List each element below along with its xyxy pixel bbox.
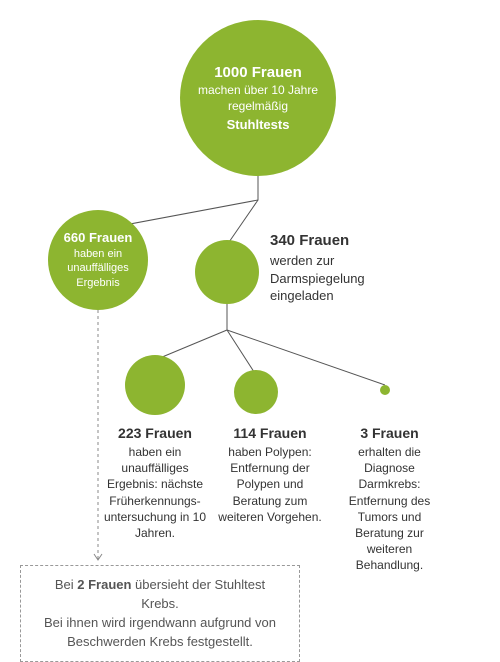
footnote-box: Bei 2 Frauen übersieht der Stuhltest Kre… [20,565,300,662]
node-3-title: 3 Frauen [332,425,447,441]
node-223-desc: haben ein unauffälliges Ergebnis: nächst… [99,444,211,541]
footnote-line2: Bei ihnen wird irgendwann aufgrund von [44,615,276,630]
node-114-label: 114 Frauen haben Polypen: Entfernung der… [215,425,325,525]
node-root-tail: Stuhltests [227,117,290,132]
node-3 [380,385,390,395]
node-223-title: 223 Frauen [99,425,211,441]
node-340-desc: werden zur Darmspiegelung eingeladen [270,252,400,305]
node-223 [125,355,185,415]
footnote-line1b: 2 Frauen [77,577,131,592]
footnote-line1a: Bei [55,577,77,592]
node-114 [234,370,278,414]
node-root-title: 1000 Frauen [214,64,302,81]
footnote-line1c: übersieht der Stuhltest Krebs. [131,577,265,611]
node-223-label: 223 Frauen haben ein unauffälliges Ergeb… [99,425,211,541]
diagram-canvas: 1000 Frauen machen über 10 Jahre regelmä… [0,0,500,640]
node-660-label: 660 Frauen haben ein unauffälliges Ergeb… [48,210,148,310]
node-340-title: 340 Frauen [270,232,400,249]
node-660-title: 660 Frauen [64,230,133,245]
node-3-label: 3 Frauen erhalten die Diagnose Darmkrebs… [332,425,447,574]
node-root-label: 1000 Frauen machen über 10 Jahre regelmä… [180,20,336,176]
node-660-desc: haben ein unauffälliges Ergebnis [56,247,140,290]
node-3-desc: erhalten die Diagnose Darmkrebs: Entfern… [332,444,447,574]
node-root-desc: machen über 10 Jahre regelmäßig [188,83,328,114]
node-114-title: 114 Frauen [215,425,325,441]
node-114-desc: haben Polypen: Entfernung der Polypen un… [215,444,325,525]
node-340-label: 340 Frauen werden zur Darmspiegelung ein… [270,232,400,305]
node-340 [195,240,259,304]
footnote-line3: Beschwerden Krebs festgestellt. [67,634,253,649]
